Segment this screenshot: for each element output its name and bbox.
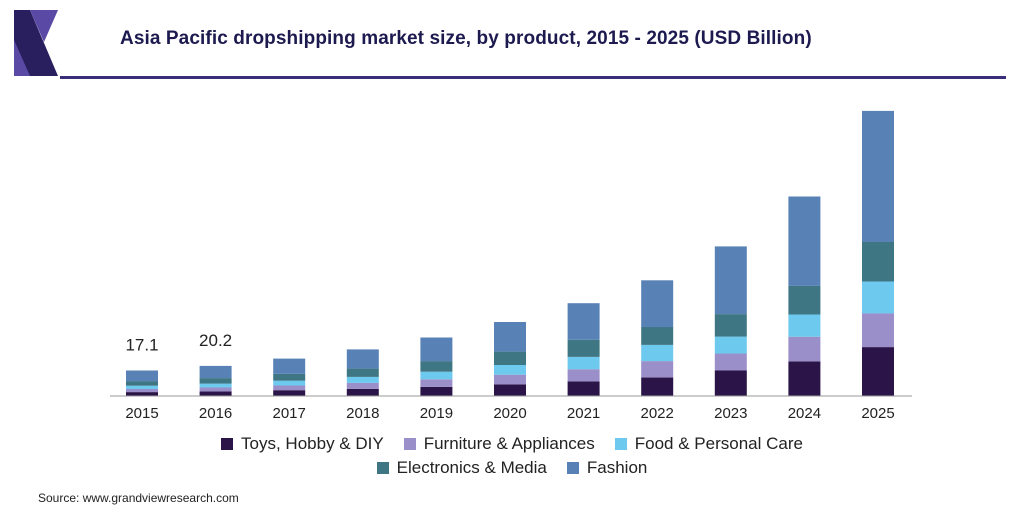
bar-segment-2017-4: [273, 358, 306, 374]
legend-item: Electronics & Media: [376, 458, 547, 478]
x-tick-label-2025: 2025: [861, 405, 894, 422]
bar-segment-2021-1: [567, 369, 600, 382]
x-tick-label-2022: 2022: [641, 405, 674, 422]
total-label-2016: 20.2: [199, 331, 232, 350]
legend-item: Furniture & Appliances: [403, 434, 595, 454]
x-axis-tick-labels: 2015 2016 2017 2018 2019 2020 2021 2022 2023 2024…: [125, 405, 894, 422]
bar-segment-2020-1: [494, 374, 526, 385]
legend-swatch: [376, 462, 389, 474]
bar-segment-2016-1: [199, 387, 232, 392]
bar-segment-2023-1: [714, 353, 747, 371]
total-label-2015: 17.1: [125, 336, 158, 355]
bar-segment-2016-2: [199, 383, 232, 388]
bar-segment-2020-4: [494, 322, 526, 352]
bar-area: [126, 110, 894, 396]
bar-segment-2019-4: [420, 337, 453, 362]
x-tick-label-2016: 2016: [199, 405, 232, 422]
bar-segment-2022-3: [641, 327, 674, 345]
legend-label: Fashion: [586, 458, 648, 477]
x-tick-label-2017: 2017: [273, 405, 306, 422]
legend-swatch: [614, 438, 627, 450]
bar-segment-2025-4: [862, 110, 894, 243]
bar-segment-2018-4: [346, 349, 379, 369]
bar-segment-2017-3: [273, 374, 306, 381]
bar-segment-2015-2: [126, 385, 158, 389]
x-tick-label-2019: 2019: [420, 405, 453, 422]
brand-logo-icon: [14, 10, 58, 76]
bar-segment-2015-0: [126, 392, 158, 396]
x-tick-label-2020: 2020: [493, 405, 526, 422]
bar-segment-2018-3: [346, 368, 379, 377]
bar-segment-2025-2: [862, 281, 894, 314]
bar-segment-2017-0: [273, 390, 306, 396]
bar-segment-2022-1: [641, 361, 674, 378]
x-tick-label-2023: 2023: [714, 405, 747, 422]
stacked-bar-chart: 2015 2016 2017 2018 2019 2020 2021 2022 2023 2024…: [110, 110, 912, 422]
bar-segment-2022-4: [641, 280, 674, 328]
legend-swatch: [566, 462, 579, 474]
chart-title: Asia Pacific dropshipping market size, b…: [120, 28, 812, 49]
bar-segment-2017-2: [273, 380, 306, 386]
legend-row: Electronics & Media Fashion: [0, 456, 1024, 480]
legend-label: Electronics & Media: [396, 458, 547, 477]
bar-segment-2023-0: [714, 370, 747, 396]
legend-item: Toys, Hobby & DIY: [221, 434, 384, 454]
bar-segment-2015-3: [126, 381, 158, 386]
bar-segment-2022-2: [641, 344, 674, 362]
x-tick-label-2018: 2018: [346, 405, 379, 422]
bar-segment-2022-0: [641, 377, 674, 396]
bar-segment-2021-2: [567, 357, 600, 370]
bar-segment-2019-0: [420, 386, 453, 396]
bar-segment-2015-4: [126, 370, 158, 382]
legend-item: Fashion: [566, 458, 648, 478]
bar-segment-2017-1: [273, 385, 306, 391]
legend-item: Food & Personal Care: [614, 434, 803, 454]
legend: Toys, Hobby & DIY Furniture & Appliances F…: [0, 432, 1024, 480]
bar-segment-2016-0: [199, 391, 232, 396]
bar-segment-2025-1: [862, 313, 894, 348]
source-note: Source: www.grandviewresearch.com: [38, 491, 239, 505]
bar-segment-2018-2: [346, 376, 379, 383]
bar-segment-2020-2: [494, 365, 526, 375]
bar-segment-2023-4: [714, 246, 747, 314]
legend-label: Food & Personal Care: [634, 434, 803, 453]
legend-swatch: [403, 438, 416, 450]
bar-segment-2025-0: [862, 347, 894, 396]
legend-label: Furniture & Appliances: [423, 434, 595, 453]
bar-segment-2024-2: [788, 314, 821, 337]
title-underline: [60, 76, 1006, 79]
x-tick-label-2024: 2024: [788, 405, 821, 422]
bar-segment-2015-1: [126, 389, 158, 393]
bar-segment-2021-3: [567, 339, 600, 357]
bar-segment-2021-0: [567, 381, 600, 396]
bar-segment-2023-3: [714, 314, 747, 337]
bar-segment-2024-3: [788, 285, 821, 315]
bar-segment-2016-3: [199, 378, 232, 384]
bar-segment-2018-0: [346, 388, 379, 396]
x-tick-label-2021: 2021: [567, 405, 600, 422]
bar-segment-2020-3: [494, 351, 526, 365]
bar-segment-2024-0: [788, 361, 821, 396]
bar-segment-2020-0: [494, 384, 526, 396]
total-data-labels: 17.1 20.2: [125, 331, 232, 355]
bar-segment-2019-3: [420, 361, 453, 372]
legend-label: Toys, Hobby & DIY: [241, 434, 384, 453]
bar-segment-2021-4: [567, 303, 600, 340]
bar-segment-2024-1: [788, 336, 821, 362]
legend-row: Toys, Hobby & DIY Furniture & Appliances F…: [0, 432, 1024, 456]
bar-segment-2023-2: [714, 336, 747, 354]
bar-segment-2024-4: [788, 196, 821, 286]
bar-segment-2019-1: [420, 379, 453, 387]
legend-swatch: [221, 438, 234, 450]
x-tick-label-2015: 2015: [125, 405, 158, 422]
bar-segment-2016-4: [199, 365, 232, 379]
bar-segment-2018-1: [346, 382, 379, 389]
bar-segment-2019-2: [420, 371, 453, 380]
bar-segment-2025-3: [862, 242, 894, 282]
